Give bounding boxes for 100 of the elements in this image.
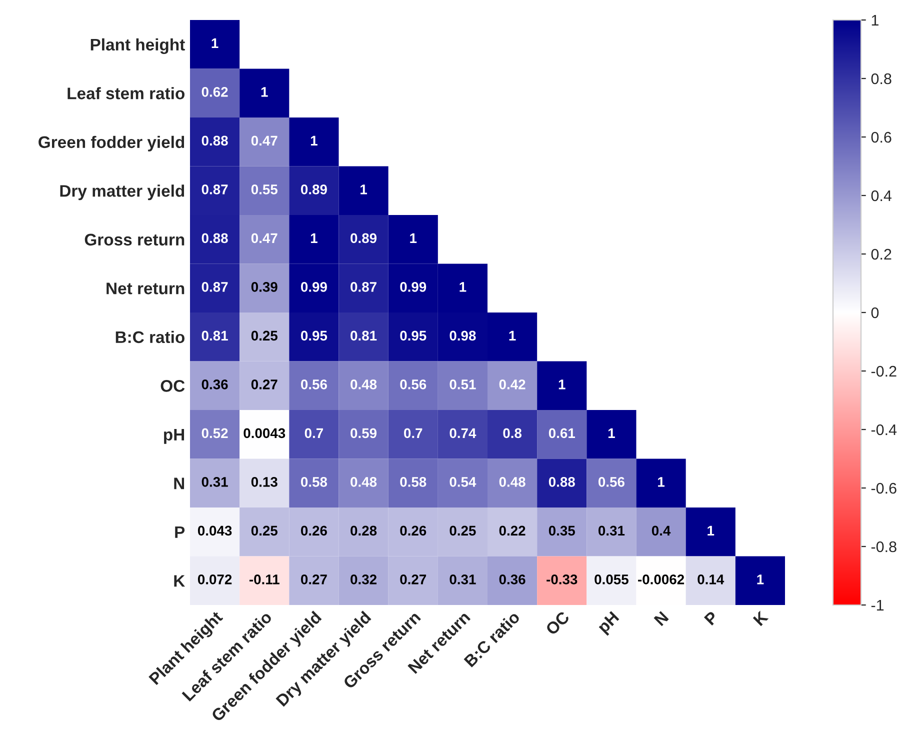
data-label: 0.7 (404, 428, 422, 438)
color-bar-label: -0.4 (871, 424, 897, 436)
data-label: 0.31 (450, 574, 476, 584)
y-tick-label: N (174, 478, 184, 490)
data-label: -0.33 (546, 574, 578, 584)
color-bar-label: -0.6 (871, 482, 896, 494)
data-label: 0.043 (198, 526, 232, 536)
data-label: 0.7 (304, 428, 323, 438)
data-label: 0.14 (698, 574, 724, 584)
data-label: 0.48 (499, 477, 526, 487)
data-label: 1 (509, 330, 516, 340)
data-label: 0.055 (594, 574, 628, 584)
data-label: 0.26 (400, 526, 426, 536)
data-label: -0.0062 (638, 574, 684, 584)
data-label: 0.31 (598, 526, 625, 536)
data-label: 0.52 (202, 428, 228, 438)
data-label: 0.48 (350, 477, 377, 487)
data-label: 0.81 (350, 330, 377, 341)
data-label: 0.87 (202, 184, 228, 194)
y-tick-label: Dry matter yield (60, 184, 184, 200)
data-label: 0.42 (499, 380, 526, 390)
color-bar-label: 0.2 (871, 248, 892, 260)
data-label: 0.81 (202, 330, 228, 341)
data-label: 0.58 (300, 477, 328, 487)
data-label: 0.99 (400, 282, 426, 292)
y-tick-label: Leaf stem ratio (68, 87, 184, 100)
color-bar-label: 1 (872, 15, 878, 26)
data-label: 0.87 (202, 282, 228, 292)
data-label: 1 (757, 574, 764, 584)
data-label: 0.95 (300, 330, 328, 341)
data-label: 1 (658, 477, 665, 487)
color-bar-label: -0.8 (871, 541, 896, 552)
data-label: 0.56 (400, 380, 426, 390)
data-label: 0.25 (450, 526, 476, 536)
x-tick-label: P (704, 610, 719, 626)
data-label: 0.072 (198, 574, 232, 584)
data-label: 0.31 (202, 477, 228, 487)
y-tick-label: B:C ratio (116, 330, 184, 344)
color-bar-label: 0.6 (871, 132, 892, 143)
y-tick-label: OC (160, 380, 185, 392)
data-label: 1 (608, 428, 615, 438)
data-label: 0.47 (251, 136, 278, 146)
data-label: 0.58 (400, 477, 426, 487)
x-tick-label: N (654, 611, 669, 626)
color-bar-label: -0.2 (871, 366, 896, 377)
data-label: 0.54 (450, 477, 476, 487)
y-tick-label: Gross return (84, 234, 184, 246)
data-label: 1 (261, 87, 268, 97)
data-label: 0.62 (202, 87, 228, 97)
x-tick-label: pH (596, 611, 622, 636)
data-label: 0.87 (350, 282, 376, 292)
data-label: 0.8 (503, 428, 522, 438)
y-tick-label: Plant height (90, 38, 185, 54)
data-label: 0.36 (499, 574, 526, 584)
data-label: 0.89 (300, 184, 327, 194)
data-label: 0.88 (548, 477, 575, 487)
data-label: 0.74 (450, 428, 476, 438)
x-tick-label: OC (544, 610, 570, 636)
data-label: 0.47 (251, 233, 278, 244)
data-label: 0.25 (251, 526, 278, 536)
data-label: 1 (460, 282, 466, 292)
data-label: 0.98 (450, 330, 476, 341)
data-label: 1 (212, 38, 218, 48)
data-label: 0.22 (499, 526, 526, 536)
data-label: 0.32 (350, 574, 377, 584)
data-label: 0.28 (350, 526, 377, 536)
data-label: 0.25 (251, 330, 278, 341)
data-label: 0.4 (652, 526, 671, 536)
data-label: 1 (360, 184, 368, 194)
data-label: 0.48 (350, 380, 377, 390)
data-label: -0.11 (249, 574, 280, 584)
data-label: 0.39 (251, 282, 278, 292)
data-label: 0.95 (400, 330, 426, 341)
data-label: 1 (558, 380, 566, 390)
data-label: 0.99 (300, 282, 327, 292)
y-tick-label: pH (164, 428, 184, 444)
color-bar-label: 0.4 (871, 190, 892, 202)
data-label: 1 (310, 136, 318, 146)
data-label: 0.59 (350, 428, 377, 438)
data-label: 0.0043 (244, 428, 286, 438)
data-label: 0.13 (251, 477, 278, 487)
y-tick-label: K (174, 575, 185, 587)
color-bar-label: 0.8 (871, 73, 892, 84)
data-label: 0.27 (300, 574, 327, 584)
data-label: 0.89 (350, 233, 377, 244)
data-label: 0.26 (300, 526, 327, 536)
data-label: 0.27 (400, 574, 426, 584)
y-tick-label: P (175, 526, 185, 538)
data-label: 0.55 (251, 184, 278, 194)
data-label: 0.61 (548, 428, 576, 438)
data-label: 0.88 (202, 136, 228, 146)
y-tick-label: Net return (106, 282, 184, 294)
data-label: 1 (310, 233, 318, 243)
data-label: 0.56 (598, 477, 624, 487)
y-tick-label: Green fodder yield (38, 136, 184, 152)
data-label: 0.51 (450, 380, 476, 390)
data-label: 0.56 (300, 380, 327, 390)
data-label: 0.35 (548, 526, 576, 536)
data-label: 0.27 (251, 380, 278, 390)
data-label: 1 (708, 526, 714, 536)
